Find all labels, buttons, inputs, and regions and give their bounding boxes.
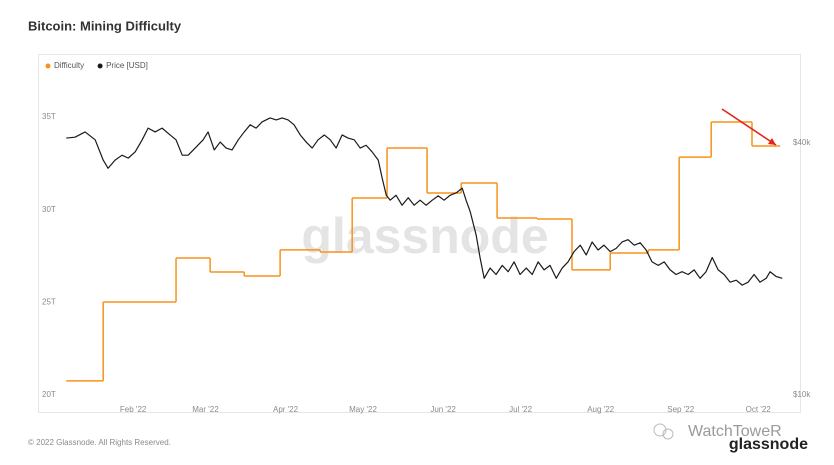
x-tick-label: Mar '22 bbox=[192, 405, 219, 414]
y-tick-label: 25T bbox=[42, 297, 56, 306]
x-tick-label: Sep '22 bbox=[667, 405, 694, 414]
plot-area bbox=[66, 117, 783, 382]
x-tick-label: Feb '22 bbox=[120, 405, 147, 414]
x-tick-label: Jun '22 bbox=[430, 405, 456, 414]
x-tick-label: Aug '22 bbox=[587, 405, 614, 414]
y2-tick-label: $10k bbox=[793, 390, 811, 399]
legend-swatch bbox=[97, 63, 103, 69]
x-tick-label: Oct '22 bbox=[746, 405, 772, 414]
x-tick-label: Apr '22 bbox=[273, 405, 299, 414]
y2-tick-label: $40k bbox=[793, 138, 811, 147]
wechat-icon bbox=[662, 428, 674, 440]
price-line bbox=[66, 117, 783, 286]
chart-title: Bitcoin: Mining Difficulty bbox=[28, 18, 182, 33]
wechat-icon bbox=[653, 423, 667, 437]
chart-frame bbox=[38, 54, 801, 413]
legend-label: Difficulty bbox=[54, 61, 84, 70]
annotation-arrow bbox=[721, 108, 777, 146]
legend-label: Price [USD] bbox=[106, 61, 148, 70]
legend-swatch bbox=[45, 63, 51, 69]
y-tick-label: 20T bbox=[42, 390, 56, 399]
y-tick-label: 35T bbox=[42, 112, 56, 121]
watermark: glassnode bbox=[301, 208, 548, 264]
y-tick-label: 30T bbox=[42, 205, 56, 214]
annotation-arrowhead bbox=[768, 138, 776, 145]
logo: glassnode bbox=[729, 436, 808, 453]
x-tick-label: Jul '22 bbox=[509, 405, 532, 414]
x-tick-label: May '22 bbox=[349, 405, 377, 414]
footer: © 2022 Glassnode. All Rights Reserved. bbox=[28, 438, 171, 447]
source-watermark: WatchToweR bbox=[688, 423, 782, 440]
